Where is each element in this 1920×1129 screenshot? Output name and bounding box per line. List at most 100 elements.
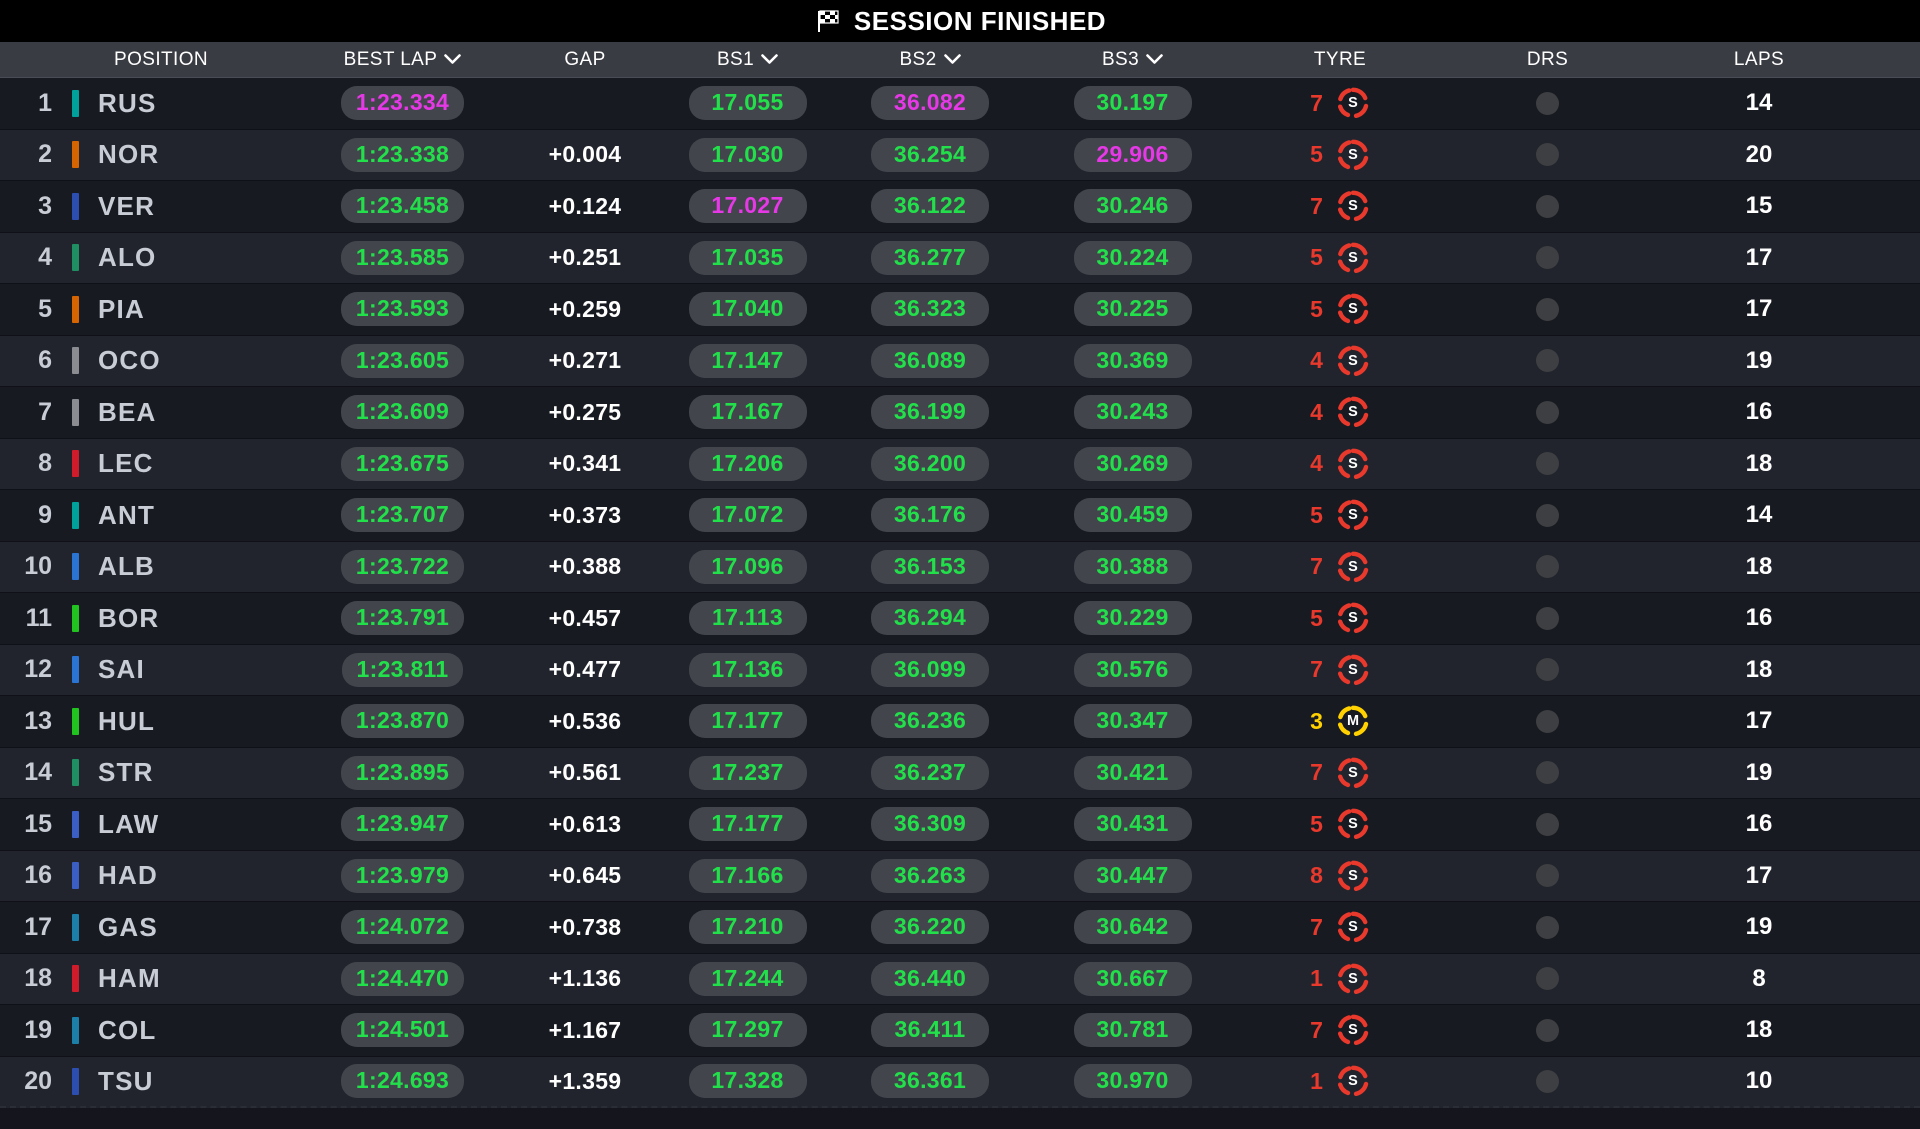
best-lap-cell: 1:23.811 bbox=[300, 652, 505, 687]
table-row[interactable]: 16 HAD 1:23.979 +0.645 17.166 36.263 30.447 8 S 1… bbox=[0, 850, 1920, 902]
gap-value: +0.388 bbox=[548, 553, 622, 580]
best-lap-cell: 1:23.458 bbox=[300, 189, 505, 224]
bs1-time: 17.147 bbox=[688, 343, 807, 378]
table-row[interactable]: 1 RUS 1:23.334 17.055 36.082 30.197 7 S 14 bbox=[0, 78, 1920, 130]
laps-cell: 20 bbox=[1650, 141, 1920, 169]
gap-cell: +0.271 bbox=[505, 347, 665, 374]
drs-status-indicator bbox=[1536, 91, 1559, 115]
tyre-stint-laps: 5 bbox=[1310, 501, 1323, 528]
table-row[interactable]: 15 LAW 1:23.947 +0.613 17.177 36.309 30.431 5 S 1… bbox=[0, 799, 1920, 851]
column-header-best-lap[interactable]: BEST LAP bbox=[300, 49, 505, 71]
bs1-cell: 17.030 bbox=[665, 137, 830, 172]
bs1-cell: 17.177 bbox=[665, 704, 830, 739]
svg-text:S: S bbox=[1348, 662, 1358, 678]
position-number: 15 bbox=[24, 809, 52, 838]
team-color-bar bbox=[72, 965, 79, 993]
svg-text:S: S bbox=[1348, 816, 1358, 832]
laps-cell: 19 bbox=[1650, 347, 1920, 375]
position-number: 19 bbox=[24, 1015, 52, 1044]
best-lap-cell: 1:23.338 bbox=[300, 137, 505, 172]
column-header-drs[interactable]: DRS bbox=[1445, 49, 1650, 71]
table-row[interactable]: 2 NOR 1:23.338 +0.004 17.030 36.254 29.906 5 S 20 bbox=[0, 129, 1920, 181]
column-header-gap[interactable]: GAP bbox=[505, 49, 665, 71]
tyre-compound-soft-icon: S bbox=[1336, 910, 1370, 944]
table-row[interactable]: 8 LEC 1:23.675 +0.341 17.206 36.200 30.269 4 S 18 bbox=[0, 438, 1920, 490]
bs2-cell: 36.440 bbox=[830, 961, 1030, 996]
table-row[interactable]: 17 GAS 1:24.072 +0.738 17.210 36.220 30.642 7 S 1… bbox=[0, 902, 1920, 954]
position-number: 10 bbox=[24, 552, 52, 581]
table-row[interactable]: 13 HUL 1:23.870 +0.536 17.177 36.236 30.347 3 M 1… bbox=[0, 696, 1920, 748]
column-header-bs1[interactable]: BS1 bbox=[665, 49, 830, 71]
bs1-cell: 17.210 bbox=[665, 910, 830, 945]
table-row[interactable]: 11 BOR 1:23.791 +0.457 17.113 36.294 30.229 5 S 1… bbox=[0, 593, 1920, 645]
laps-count: 16 bbox=[1745, 810, 1773, 838]
bs1-time: 17.030 bbox=[688, 137, 807, 172]
best-lap-time: 1:23.722 bbox=[340, 549, 465, 584]
svg-text:S: S bbox=[1348, 868, 1358, 884]
bs2-cell: 36.122 bbox=[830, 189, 1030, 224]
column-header-drs-label: DRS bbox=[1526, 48, 1569, 70]
driver-code: SAI bbox=[98, 654, 145, 685]
laps-cell: 17 bbox=[1650, 862, 1920, 890]
svg-text:S: S bbox=[1348, 559, 1358, 575]
position-number: 18 bbox=[24, 964, 52, 993]
best-lap-cell: 1:23.675 bbox=[300, 446, 505, 481]
table-row[interactable]: 7 BEA 1:23.609 +0.275 17.167 36.199 30.243 4 S 16 bbox=[0, 387, 1920, 439]
table-row[interactable]: 19 COL 1:24.501 +1.167 17.297 36.411 30.781 7 S 1… bbox=[0, 1005, 1920, 1057]
bs2-time: 36.294 bbox=[871, 601, 989, 636]
bs2-cell: 36.323 bbox=[830, 292, 1030, 327]
table-row[interactable]: 20 TSU 1:24.693 +1.359 17.328 36.361 30.970 1 S 1… bbox=[0, 1056, 1920, 1108]
bs1-time: 17.297 bbox=[688, 1013, 807, 1048]
tyre-compound-soft-icon: S bbox=[1336, 962, 1370, 996]
position-number: 13 bbox=[24, 706, 52, 735]
bs1-time: 17.206 bbox=[688, 446, 807, 481]
table-row[interactable]: 3 VER 1:23.458 +0.124 17.027 36.122 30.246 7 S 15 bbox=[0, 181, 1920, 233]
column-header-bs3[interactable]: BS3 bbox=[1030, 49, 1235, 71]
table-row[interactable]: 9 ANT 1:23.707 +0.373 17.072 36.176 30.459 5 S 14 bbox=[0, 490, 1920, 542]
table-row[interactable]: 10 ALB 1:23.722 +0.388 17.096 36.153 30.388 7 S 1… bbox=[0, 541, 1920, 593]
bs2-time: 36.237 bbox=[871, 755, 989, 790]
table-row[interactable]: 4 ALO 1:23.585 +0.251 17.035 36.277 30.224 5 S 17 bbox=[0, 232, 1920, 284]
row-driver-identity: 20 TSU bbox=[0, 1066, 300, 1097]
best-lap-time: 1:23.947 bbox=[340, 807, 465, 842]
best-lap-cell: 1:23.585 bbox=[300, 240, 505, 275]
gap-value: +0.124 bbox=[548, 192, 622, 219]
column-header-position[interactable]: POSITION bbox=[0, 49, 300, 71]
column-header-laps[interactable]: LAPS bbox=[1650, 49, 1920, 71]
bs2-cell: 36.263 bbox=[830, 858, 1030, 893]
bs2-cell: 36.176 bbox=[830, 498, 1030, 533]
bs1-time: 17.210 bbox=[688, 910, 807, 945]
tyre-stint-laps: 7 bbox=[1310, 759, 1323, 786]
row-driver-identity: 7 BEA bbox=[0, 397, 300, 428]
table-row[interactable]: 14 STR 1:23.895 +0.561 17.237 36.237 30.421 7 S 1… bbox=[0, 747, 1920, 799]
row-driver-identity: 8 LEC bbox=[0, 448, 300, 479]
position-number: 7 bbox=[38, 397, 52, 426]
gap-cell: +0.613 bbox=[505, 811, 665, 838]
bs1-time: 17.167 bbox=[688, 395, 807, 430]
bs1-cell: 17.035 bbox=[665, 240, 830, 275]
column-header-bs2[interactable]: BS2 bbox=[830, 49, 1030, 71]
laps-count: 17 bbox=[1745, 861, 1773, 889]
table-row[interactable]: 5 PIA 1:23.593 +0.259 17.040 36.323 30.225 5 S 17 bbox=[0, 284, 1920, 336]
gap-cell: +0.373 bbox=[505, 502, 665, 529]
driver-code: LEC bbox=[98, 448, 154, 479]
best-lap-cell: 1:23.791 bbox=[300, 601, 505, 636]
tyre-compound-soft-icon: S bbox=[1336, 756, 1370, 790]
team-color-bar bbox=[72, 1067, 79, 1095]
svg-text:S: S bbox=[1348, 1022, 1358, 1038]
laps-cell: 19 bbox=[1650, 759, 1920, 787]
table-row[interactable]: 6 OCO 1:23.605 +0.271 17.147 36.089 30.369 4 S 19 bbox=[0, 335, 1920, 387]
position-number: 8 bbox=[38, 449, 52, 478]
bs3-cell: 30.269 bbox=[1030, 446, 1235, 481]
column-header-tyre[interactable]: TYRE bbox=[1235, 49, 1445, 71]
position-number: 2 bbox=[38, 140, 52, 169]
table-row[interactable]: 18 HAM 1:24.470 +1.136 17.244 36.440 30.667 1 S 8 bbox=[0, 953, 1920, 1005]
gap-cell: +0.004 bbox=[505, 141, 665, 168]
team-color-bar bbox=[72, 398, 79, 426]
table-row[interactable]: 12 SAI 1:23.811 +0.477 17.136 36.099 30.576 7 S 1… bbox=[0, 644, 1920, 696]
